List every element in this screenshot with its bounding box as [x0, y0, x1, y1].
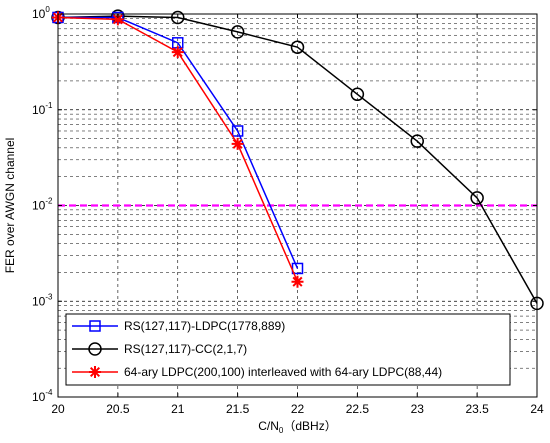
x-axis-label-sub: 0 — [279, 426, 284, 435]
y-tick-base: 10 — [32, 199, 46, 213]
x-tick-label: 21 — [171, 402, 185, 416]
y-tick-exponent: -2 — [45, 197, 53, 206]
y-tick-exponent: -3 — [45, 292, 53, 301]
legend-box — [65, 313, 511, 386]
data-point-circle — [350, 87, 365, 102]
y-tick-label: 10-2 — [32, 197, 53, 213]
data-point-square — [89, 320, 101, 332]
data-point-circle — [171, 10, 185, 25]
legend-label: RS(127,117)-LDPC(1778,889) — [124, 319, 285, 333]
data-point-star — [171, 46, 184, 59]
x-tick-label: 23 — [411, 402, 425, 416]
legend-entry: 64-ary LDPC(200,100) interleaved with 64… — [72, 365, 442, 379]
legend-entry: RS(127,117)-CC(2,1,7) — [72, 342, 247, 356]
x-tick-label: 20.5 — [106, 402, 130, 416]
legend: RS(127,117)-LDPC(1778,889) RS(127,117)-CC… — [65, 313, 511, 386]
y-tick-base: 10 — [32, 7, 46, 21]
x-tick-label: 21.5 — [226, 402, 250, 416]
series-star — [52, 11, 304, 288]
y-tick-label: 10-3 — [32, 292, 53, 308]
y-axis-label: FER over AWGN channel — [3, 138, 17, 274]
x-tick-label: 22 — [291, 402, 305, 416]
y-tick-label: 100 — [32, 5, 50, 21]
y-tick-base: 10 — [32, 103, 46, 117]
x-tick-label: 23.5 — [465, 402, 489, 416]
x-tick-label: 20 — [51, 402, 65, 416]
y-tick-base: 10 — [32, 294, 46, 308]
y-tick-label: 10-1 — [32, 101, 53, 117]
data-point-square — [231, 125, 244, 137]
x-tick-label: 22.5 — [346, 402, 370, 416]
y-tick-exponent: -1 — [45, 101, 53, 110]
data-point-star — [111, 13, 124, 26]
x-axis-label: C/N0（dBHz） — [258, 419, 336, 435]
y-tick-label: 10-4 — [32, 388, 53, 404]
y-tick-base: 10 — [32, 390, 46, 404]
tick-labels: 20 20.5 21 21.5 22 22.5 23 23.5 2410010-110-210-… — [32, 5, 544, 416]
legend-label: RS(127,117)-CC(2,1,7) — [124, 342, 247, 356]
x-tick-label: 24 — [530, 402, 544, 416]
data-point-circle — [410, 134, 424, 148]
y-tick-exponent: -4 — [45, 388, 53, 397]
data-point-star — [231, 137, 244, 150]
series-line — [58, 16, 299, 269]
series-line — [57, 15, 538, 304]
data-point-star — [89, 366, 101, 378]
x-axis-label-main: C/N — [258, 419, 279, 433]
x-axis-label-unit: （dBHz） — [283, 419, 336, 433]
y-tick-exponent: 0 — [45, 5, 50, 14]
data-point-star — [291, 275, 304, 288]
legend-entry: RS(127,117)-LDPC(1778,889) — [72, 319, 285, 333]
legend-label: 64-ary LDPC(200,100) interleaved with 64… — [124, 365, 442, 379]
data-point-circle — [88, 342, 102, 356]
data-point-circle — [470, 191, 484, 205]
data-point-circle — [290, 40, 305, 54]
data-point-circle — [230, 25, 245, 39]
